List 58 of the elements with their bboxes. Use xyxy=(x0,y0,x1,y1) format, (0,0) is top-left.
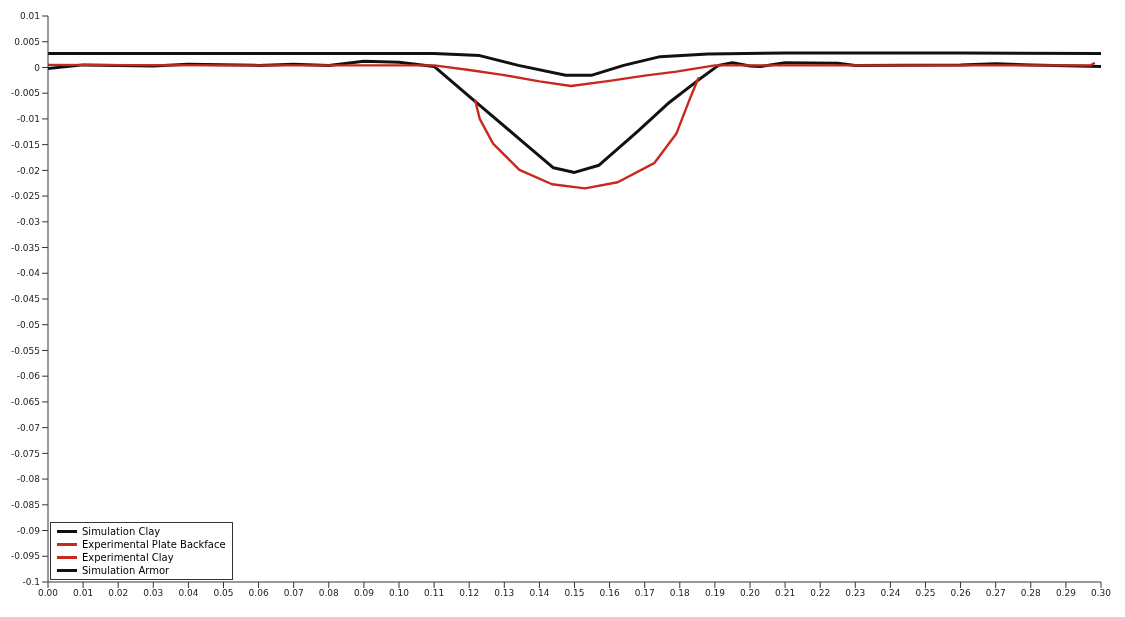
y-tick-label: -0.02 xyxy=(16,165,40,176)
y-tick-label: -0.1 xyxy=(22,577,40,588)
x-tick-label: 0.30 xyxy=(1090,588,1112,599)
x-tick-label: 0.25 xyxy=(915,588,936,599)
y-tick-label: -0.04 xyxy=(16,268,41,279)
legend-label: Simulation Armor xyxy=(82,564,170,577)
y-tick-label: -0.025 xyxy=(10,191,40,202)
y-tick-label: -0.08 xyxy=(16,474,41,485)
x-tick-label: 0.20 xyxy=(739,588,761,599)
y-tick-label: -0.075 xyxy=(10,448,40,459)
x-tick-label: 0.12 xyxy=(459,588,480,599)
x-tick-label: 0.15 xyxy=(564,588,585,599)
x-tick-label: 0.18 xyxy=(669,588,691,599)
y-tick-label: -0.01 xyxy=(16,114,40,125)
x-tick-label: 0.00 xyxy=(37,588,59,599)
x-tick-label: 0.24 xyxy=(880,588,901,599)
y-tick-label: -0.005 xyxy=(10,88,40,99)
x-tick-label: 0.17 xyxy=(634,588,655,599)
x-tick-label: 0.27 xyxy=(985,588,1006,599)
y-tick-label: -0.05 xyxy=(16,319,40,330)
y-tick-label: -0.095 xyxy=(10,551,40,562)
x-tick-label: 0.14 xyxy=(529,588,550,599)
x-tick-label: 0.06 xyxy=(248,588,269,599)
y-tick-label: -0.03 xyxy=(16,217,40,228)
x-tick-label: 0.07 xyxy=(283,588,304,599)
y-tick-label: -0.035 xyxy=(10,242,40,253)
x-tick-label: 0.28 xyxy=(1020,588,1042,599)
legend-label: Experimental Plate Backface xyxy=(82,538,226,551)
legend-label: Simulation Clay xyxy=(82,525,161,538)
y-tick-label: -0.07 xyxy=(16,422,40,433)
x-tick-label: 0.19 xyxy=(704,588,726,599)
legend-label: Experimental Clay xyxy=(82,551,174,564)
y-tick-label: -0.085 xyxy=(10,500,40,511)
x-tick-label: 0.13 xyxy=(494,588,515,599)
y-tick-label: -0.09 xyxy=(16,525,41,536)
x-tick-label: 0.11 xyxy=(424,588,445,599)
x-tick-label: 0.08 xyxy=(318,588,340,599)
x-tick-label: 0.16 xyxy=(599,588,620,599)
x-tick-label: 0.04 xyxy=(178,588,199,599)
x-tick-label: 0.05 xyxy=(213,588,234,599)
x-tick-label: 0.29 xyxy=(1055,588,1077,599)
y-tick-label: -0.055 xyxy=(10,345,40,356)
y-tick-label: 0 xyxy=(34,62,41,73)
x-tick-label: 0.26 xyxy=(950,588,971,599)
x-tick-label: 0.03 xyxy=(143,588,164,599)
x-tick-label: 0.10 xyxy=(388,588,410,599)
y-tick-label: 0.01 xyxy=(19,11,40,22)
y-tick-label: -0.015 xyxy=(10,139,40,150)
x-tick-label: 0.02 xyxy=(108,588,129,599)
y-tick-label: -0.065 xyxy=(10,397,40,408)
x-tick-label: 0.09 xyxy=(353,588,375,599)
y-tick-label: 0.005 xyxy=(14,36,40,47)
x-tick-label: 0.22 xyxy=(810,588,831,599)
y-tick-label: -0.045 xyxy=(10,294,40,305)
x-tick-label: 0.23 xyxy=(845,588,866,599)
x-tick-label: 0.21 xyxy=(775,588,796,599)
y-tick-label: -0.06 xyxy=(16,371,41,382)
x-tick-label: 0.01 xyxy=(73,588,94,599)
